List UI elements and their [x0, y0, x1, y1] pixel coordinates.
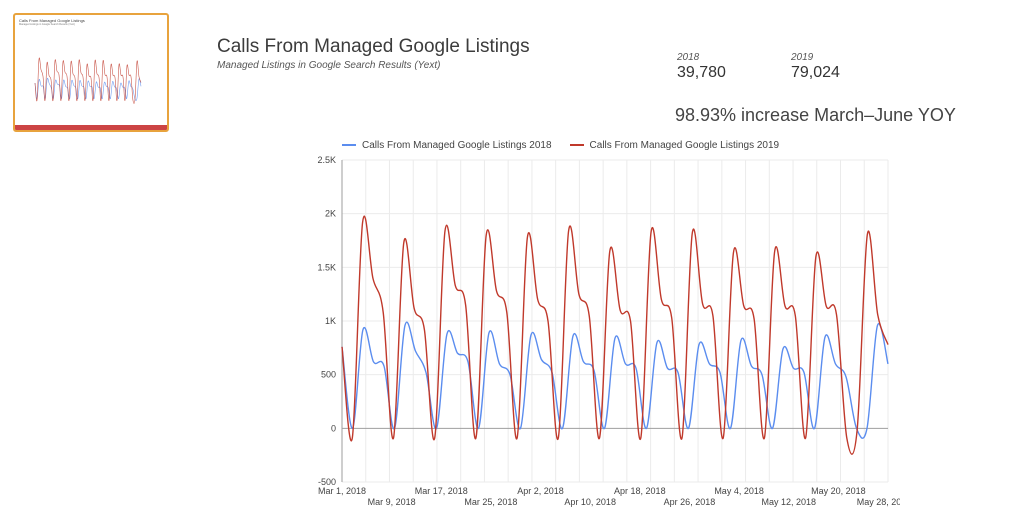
y-tick-label: 1K: [325, 316, 336, 326]
x-tick-label: Mar 1, 2018: [318, 486, 366, 496]
y-tick-label: 1.5K: [317, 262, 336, 272]
legend-label-2018: Calls From Managed Google Listings 2018: [362, 139, 552, 151]
kpi-2018-value: 39,780: [677, 64, 726, 81]
thumbnail-footer-bar: [15, 125, 167, 130]
thumbnail-chart: [34, 57, 142, 104]
y-tick-label: 500: [321, 370, 336, 380]
page-title: Calls From Managed Google Listings: [217, 36, 530, 57]
x-tick-label: May 4, 2018: [714, 486, 764, 496]
kpi-2018: 2018 39,780: [677, 52, 726, 82]
legend-swatch-2019: [569, 144, 584, 146]
yoy-increase-text: 98.93% increase March–June YOY: [675, 105, 956, 125]
legend-item-2019[interactable]: Calls From Managed Google Listings 2019: [569, 139, 780, 151]
y-tick-label: -500: [318, 477, 336, 487]
kpi-2019-year: 2019: [791, 52, 814, 63]
chart-legend: Calls From Managed Google Listings 2018 …: [342, 137, 797, 153]
x-tick-label: Apr 2, 2018: [517, 486, 564, 496]
x-tick-label: Mar 17, 2018: [415, 486, 468, 496]
x-tick-label: May 12, 2018: [761, 497, 816, 507]
x-tick-label: Mar 9, 2018: [368, 497, 416, 507]
thumbnail-subtitle: Managed Listings in Google Search Result…: [19, 23, 75, 26]
x-tick-label: Mar 25, 2018: [464, 497, 517, 507]
page-subtitle: Managed Listings in Google Search Result…: [217, 60, 441, 71]
x-tick-label: Apr 26, 2018: [664, 497, 716, 507]
kpi-2019: 2019 79,024: [791, 52, 840, 82]
x-tick-label: Apr 10, 2018: [564, 497, 616, 507]
x-tick-label: Apr 18, 2018: [614, 486, 666, 496]
thumbnail-series-line: [34, 57, 142, 104]
series-line-2019: [341, 215, 889, 455]
y-tick-label: 2K: [325, 209, 336, 219]
y-tick-label: 2.5K: [317, 155, 336, 165]
legend-item-2018[interactable]: Calls From Managed Google Listings 2018: [342, 140, 552, 151]
thumbnail-series-line: [34, 77, 142, 101]
y-tick-label: 0: [331, 423, 336, 433]
x-tick-label: May 20, 2018: [811, 486, 866, 496]
kpi-2018-year: 2018: [677, 52, 700, 63]
thumbnail-title: Calls From Managed Google Listings: [19, 18, 85, 23]
series-line-2018: [341, 321, 889, 439]
x-tick-label: May 28, 2018: [857, 497, 900, 507]
report-thumbnail[interactable]: Calls From Managed Google Listings Manag…: [13, 13, 169, 132]
kpi-2019-value: 79,024: [791, 64, 840, 81]
legend-label-2019: Calls From Managed Google Listings 2019: [589, 139, 780, 151]
legend-swatch-2018: [342, 144, 356, 146]
